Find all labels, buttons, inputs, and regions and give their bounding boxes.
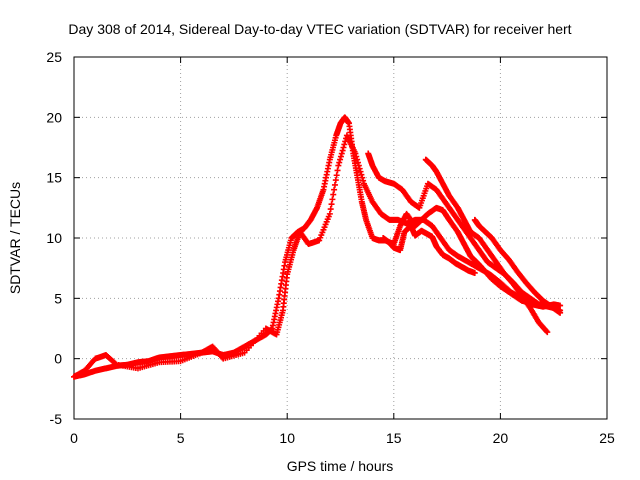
data-point — [331, 186, 338, 193]
data-point — [339, 147, 346, 154]
data-point — [329, 196, 336, 203]
series-track-e — [471, 216, 564, 316]
y-tick-label: 10 — [46, 230, 62, 246]
data-series — [71, 114, 564, 380]
data-point — [326, 210, 333, 217]
data-point — [327, 206, 334, 213]
data-point — [354, 156, 361, 163]
data-point — [357, 168, 364, 175]
data-point — [333, 172, 340, 179]
y-axis-label: SDTVAR / TECUs — [7, 182, 23, 294]
y-tick-label: 15 — [46, 170, 62, 186]
data-point — [359, 174, 366, 181]
x-tick-label: 10 — [279, 430, 295, 446]
series-track-d — [422, 156, 551, 336]
data-point — [328, 201, 335, 208]
y-tick-label: 20 — [46, 109, 62, 125]
data-point — [337, 156, 344, 163]
data-point — [332, 177, 339, 184]
y-tick-label: 5 — [54, 290, 62, 306]
data-point — [557, 309, 564, 316]
data-point — [331, 181, 338, 188]
data-point — [471, 269, 478, 276]
data-point — [337, 153, 344, 160]
x-tick-label: 20 — [493, 430, 509, 446]
data-point — [335, 162, 342, 169]
data-point — [353, 153, 360, 160]
chart-title: Day 308 of 2014, Sidereal Day-to-day VTE… — [68, 21, 571, 37]
x-tick-label: 15 — [386, 430, 402, 446]
data-point — [340, 144, 347, 151]
data-point — [352, 150, 359, 157]
axis-ticks: 0 5 10 15 20 25 -5 0 5 10 15 20 25 — [46, 49, 615, 446]
series-track-b — [71, 132, 564, 380]
data-point — [330, 191, 337, 198]
data-point — [338, 150, 345, 157]
y-tick-label: 25 — [46, 49, 62, 65]
y-tick-label: -5 — [50, 411, 63, 427]
data-point — [354, 159, 361, 166]
data-point — [544, 329, 551, 336]
series-track-f — [380, 222, 478, 276]
data-point — [557, 302, 564, 309]
x-tick-label: 5 — [177, 430, 185, 446]
x-tick-label: 25 — [599, 430, 615, 446]
data-point — [341, 141, 348, 148]
data-point — [355, 162, 362, 169]
data-point — [360, 177, 367, 184]
data-point — [336, 159, 343, 166]
data-point — [334, 167, 341, 174]
y-tick-label: 0 — [54, 351, 62, 367]
x-tick-label: 0 — [70, 430, 78, 446]
data-point — [356, 165, 363, 172]
data-point — [358, 171, 365, 178]
series-track-a — [71, 114, 564, 380]
data-point — [112, 360, 119, 367]
x-axis-label: GPS time / hours — [287, 458, 394, 474]
data-point — [543, 328, 550, 335]
